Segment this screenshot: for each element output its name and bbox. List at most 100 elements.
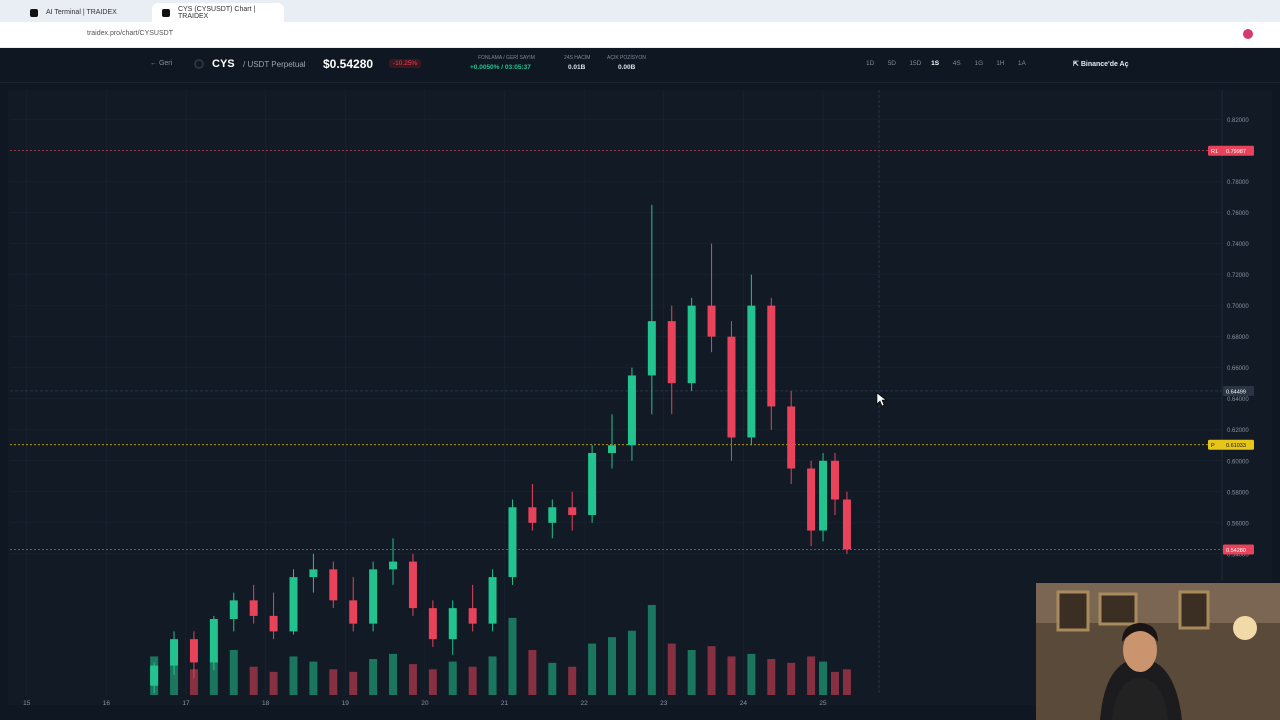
x-tick-label: 21	[501, 700, 509, 707]
volume-bar	[687, 650, 696, 695]
y-tick-label: 0.70000	[1227, 304, 1249, 310]
candle-body	[468, 608, 477, 624]
binance-button[interactable]: ⇱ Binance'de Aç	[1073, 61, 1129, 68]
x-tick-label: 23	[660, 700, 668, 707]
volume-bar	[807, 656, 816, 695]
stat-value: 0.01B	[568, 64, 586, 71]
coin-icon	[194, 59, 204, 69]
timeframe-button[interactable]: 1D	[866, 60, 875, 67]
candle-body	[667, 321, 676, 384]
candle-body	[269, 615, 278, 632]
volume-bar	[488, 656, 497, 695]
candle-body	[707, 305, 716, 337]
timeframe-button[interactable]: 1H	[996, 60, 1005, 67]
candle-body	[528, 507, 537, 523]
timeframe-button[interactable]: 15D	[909, 60, 922, 67]
volume-bar	[170, 662, 179, 695]
candle-body	[548, 507, 557, 523]
volume-bar	[528, 650, 537, 695]
frame	[1178, 590, 1210, 630]
chart: 0.54000 0.56000 0.58000 0.60000 0.62000 0.640…	[8, 90, 1280, 720]
candle-body	[170, 639, 179, 666]
volume-bar	[819, 661, 828, 695]
y-tick-label: 0.54000	[1227, 552, 1249, 558]
x-tick-label: 17	[182, 700, 190, 707]
candle-body	[488, 577, 497, 624]
level-name: R1	[1211, 149, 1218, 155]
candle-body	[747, 305, 756, 438]
candle-body	[428, 608, 437, 640]
volume-bar	[428, 669, 437, 695]
candle-body	[647, 321, 656, 376]
back-button[interactable]: ← Geri	[150, 60, 173, 67]
x-tick-label: 20	[421, 700, 429, 707]
candle-body	[588, 453, 597, 516]
stat-value: 0.00B	[618, 64, 636, 71]
tab-icon	[30, 9, 38, 17]
volume-bar	[408, 664, 417, 695]
binance-label: Binance'de Aç	[1080, 61, 1129, 68]
candle-body	[389, 561, 398, 570]
volume-bar	[289, 656, 298, 695]
tab-title: AI Terminal | TRAIDEX	[46, 9, 117, 16]
candle-body	[369, 569, 378, 624]
address-bar[interactable]: traidex.pro/chart/CYSUSDT	[0, 22, 1280, 47]
lamp	[1233, 616, 1257, 640]
y-tick-label: 0.82000	[1227, 118, 1249, 124]
stat-value: +0.0050% / 03:05:37	[470, 64, 531, 71]
candle-body	[209, 618, 218, 663]
profile-icon[interactable]	[1243, 29, 1253, 39]
volume-bar	[249, 666, 258, 695]
volume-bar	[727, 656, 736, 695]
last-price-badge	[1223, 544, 1254, 555]
y-tick-label: 0.68000	[1227, 335, 1249, 341]
volume-bar	[608, 637, 617, 695]
candle-body	[767, 305, 776, 407]
level-name: P	[1211, 443, 1215, 449]
candle-body	[448, 608, 457, 640]
y-tick-label: 0.72000	[1227, 273, 1249, 279]
candle-body	[249, 600, 258, 616]
candle-body	[508, 507, 517, 578]
x-tick-label: 15	[23, 700, 31, 707]
timeframe-button[interactable]: 4S	[952, 60, 961, 67]
timeframe-button[interactable]: 1S	[931, 60, 940, 67]
volume-bar	[508, 617, 517, 695]
candle-body	[687, 305, 696, 384]
volume-bar	[842, 669, 851, 695]
volume-bar	[389, 653, 398, 695]
webcam-overlay	[1036, 583, 1280, 720]
timeframe-button[interactable]: 5D	[887, 60, 896, 67]
volume-bar	[369, 659, 378, 695]
candle-body	[309, 569, 318, 578]
y-tick-label: 0.78000	[1227, 180, 1249, 186]
volume-bar	[349, 671, 358, 695]
tab-title: CYS (CYSUSDT) Chart | TRAIDEX	[178, 5, 256, 20]
pair: / USDT Perpetual	[243, 60, 306, 69]
candle-body	[568, 507, 577, 516]
candle-body	[408, 561, 417, 609]
volume-bar	[767, 659, 776, 695]
price: $0.54280	[323, 57, 374, 71]
candle-body	[289, 577, 298, 632]
y-tick-label: 0.58000	[1227, 490, 1249, 496]
level-value: 0.79987	[1226, 149, 1246, 155]
volume-bar	[468, 666, 477, 695]
y-tick-label: 0.62000	[1227, 428, 1249, 434]
candle-body	[807, 468, 816, 531]
volume-bar	[269, 671, 278, 695]
volume-bar	[329, 669, 338, 695]
candle-body	[819, 460, 828, 531]
face	[1123, 628, 1157, 672]
timeframe-button[interactable]: 1G	[974, 60, 984, 67]
symbol: CYS	[212, 58, 235, 70]
browser-tab[interactable]: CYS (CYSUSDT) Chart | TRAIDEX	[152, 3, 284, 22]
volume-bar	[647, 605, 656, 695]
tab-icon	[162, 9, 170, 17]
volume-bar	[209, 659, 218, 695]
volume-bar	[568, 666, 577, 695]
browser-tab[interactable]: AI Terminal | TRAIDEX	[20, 3, 150, 22]
timeframe-button[interactable]: 1A	[1017, 60, 1026, 67]
crosshair-value: 0.64499	[1226, 389, 1246, 395]
